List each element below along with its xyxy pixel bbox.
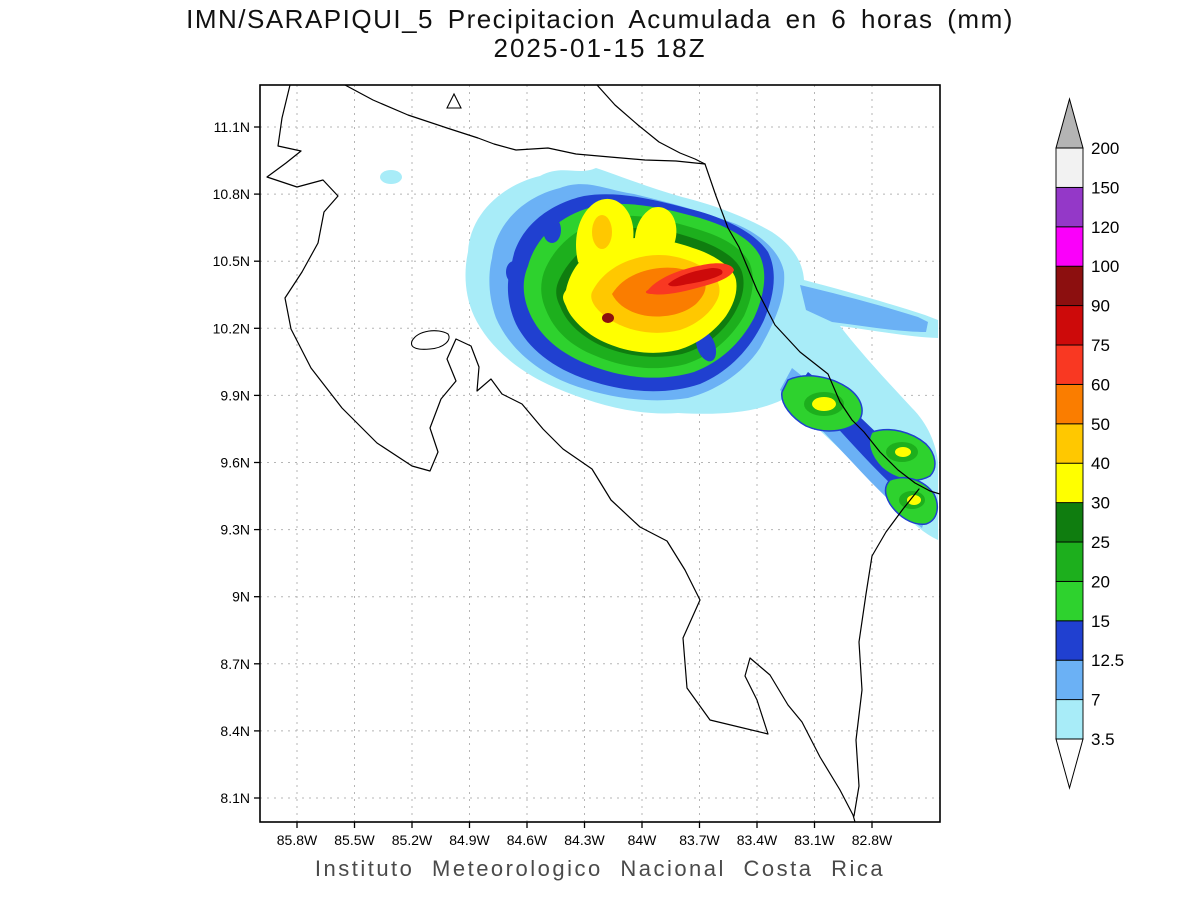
colorbar-label: 20 [1091,572,1110,591]
colorbar-label: 12.5 [1091,651,1124,670]
lon-tick-label: 82.8W [852,832,893,848]
colorbar-label: 90 [1091,297,1110,316]
nicaragua-caribbean-coast [596,85,706,165]
colorbar-label: 30 [1091,494,1110,513]
lon-tick-label: 84.9W [449,832,490,848]
panama-border [853,488,920,817]
precip-se3-30mm [907,495,921,505]
lon-tick-label: 84W [628,832,658,848]
lat-tick-label: 9.3N [220,522,250,538]
lat-tick-label: 9N [232,589,250,605]
colorbar-label: 25 [1091,533,1110,552]
lat-tick-label: 11.1N [214,119,250,135]
colorbar-segment [1055,699,1084,740]
colorbar-segment [1055,265,1084,307]
pacific-coastline [266,85,856,822]
caribbean-coastline [704,163,940,495]
lat-tick-label: 9.9N [220,387,250,403]
colorbar-label: 50 [1091,415,1110,434]
lat-tick-label: 10.8N [213,186,250,202]
page-subtitle: 2025-01-15 18Z [493,33,707,63]
colorbar-segment [1055,541,1084,582]
lon-tick-label: 83.1W [794,832,835,848]
colorbar-label: 40 [1091,454,1110,473]
precip-finger2-30mm [634,206,677,264]
lon-tick-label: 83.7W [679,832,720,848]
precip-speck-3p5mm [380,170,402,184]
colorbar-segment [1055,305,1084,346]
precipitation-shading [380,168,939,540]
precip-spot-90mm [602,313,614,323]
colorbar-segment [1055,344,1084,385]
precip-pocket-blue-2 [506,261,522,283]
lon-tick-label: 83.4W [737,832,778,848]
lake-island-marker [446,92,462,109]
colorbar-cap-top [1055,97,1084,149]
page-title: IMN/SARAPIQUI_5 Precipitacion Acumulada … [186,4,1014,34]
lon-tick-label: 85.5W [334,832,375,848]
colorbar-segment [1055,659,1084,701]
precip-finger-40mm [592,215,612,249]
precip-se2-30mm [895,447,911,457]
colorbar-label: 120 [1091,218,1119,237]
colorbar-segment [1055,462,1084,504]
colorbar-label: 200 [1091,139,1119,158]
colorbar: 3.5 7 12.5 15 20 25 30 40 50 60 75 90 100 120 150 200 [1055,97,1124,790]
colorbar-label: 15 [1091,612,1110,631]
footer-credit: Instituto Meteorologico Nacional Costa R… [314,856,886,881]
colorbar-segment [1055,147,1084,188]
colorbar-label: 100 [1091,257,1119,276]
lon-tick-label: 84.6W [507,832,548,848]
gridlines [260,85,940,822]
lon-tick-label: 85.8W [277,832,318,848]
colorbar-label: 7 [1091,691,1100,710]
precip-pocket-blue-1 [543,217,561,243]
lat-tick-label: 10.2N [213,320,250,336]
precip-region-75mm [668,268,723,287]
precip-tail-upper-7mm [800,285,928,332]
lon-tick-label: 84.3W [564,832,605,848]
colorbar-segment [1055,186,1084,228]
map-frame [259,84,941,823]
lon-tick-label: 85.2W [392,832,433,848]
colorbar-cap-bottom [1055,738,1084,790]
colorbar-label: 60 [1091,375,1110,394]
lat-tick-label: 8.4N [220,723,250,739]
precip-se1-30mm [812,397,836,411]
axis-labels: 85.8W 85.5W 85.2W 84.9W 84.6W 84.3W 84W 83.7W 83… [213,119,893,848]
coastlines [266,85,940,822]
lat-tick-label: 8.1N [220,790,250,806]
colorbar-segment [1055,620,1084,661]
lat-tick-label: 8.7N [220,656,250,672]
colorbar-segment [1055,423,1084,464]
lat-tick-label: 10.5N [213,253,250,269]
colorbar-segment [1055,383,1084,425]
colorbar-label: 3.5 [1091,730,1115,749]
colorbar-segment [1055,502,1084,543]
colorbar-segment [1055,226,1084,267]
nicaragua-border [344,85,706,165]
colorbar-label: 150 [1091,178,1119,197]
isla-chira-outline [410,330,450,350]
colorbar-label: 75 [1091,336,1110,355]
lat-tick-label: 9.6N [220,455,250,471]
colorbar-segment [1055,580,1084,622]
